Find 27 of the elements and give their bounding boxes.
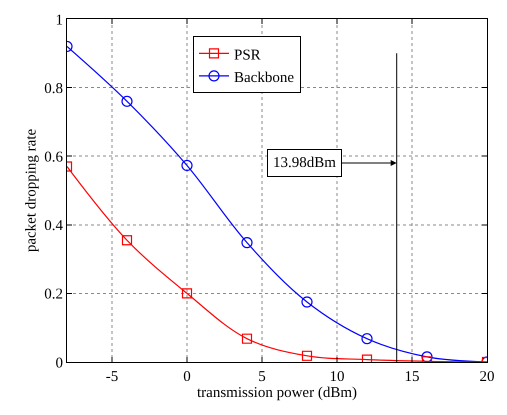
legend-label: PSR <box>234 47 261 64</box>
x-tick-label: 15 <box>404 369 420 385</box>
point <box>301 296 313 308</box>
legend-label: Backbone <box>234 70 294 86</box>
point <box>302 350 312 361</box>
x-tick-label: 5 <box>258 369 266 385</box>
y-tick-label: 0 <box>56 355 63 372</box>
point <box>241 237 253 248</box>
point <box>421 351 433 362</box>
point <box>242 334 252 344</box>
y-axis-title: packet dropping rate <box>24 128 40 252</box>
x-tick-label: 10 <box>330 369 344 385</box>
ref-line-label: 13.98dBm <box>273 155 336 171</box>
y-tick-label: 1 <box>56 12 63 28</box>
x-tick-label: 0 <box>183 369 191 385</box>
point <box>361 333 373 344</box>
y-tick-label: 0.2 <box>44 286 63 303</box>
x-tick-label: -5 <box>106 369 118 385</box>
x-axis-title: transmission power (dBm) <box>197 385 357 401</box>
point <box>182 288 192 298</box>
point <box>121 96 133 107</box>
x-tick-label: 20 <box>480 369 494 385</box>
y-tick-label: 0.4 <box>44 218 64 234</box>
point <box>122 235 132 246</box>
y-tick-label: 0.8 <box>44 80 63 97</box>
y-tick-label: 0.6 <box>44 149 64 166</box>
point <box>181 160 193 172</box>
